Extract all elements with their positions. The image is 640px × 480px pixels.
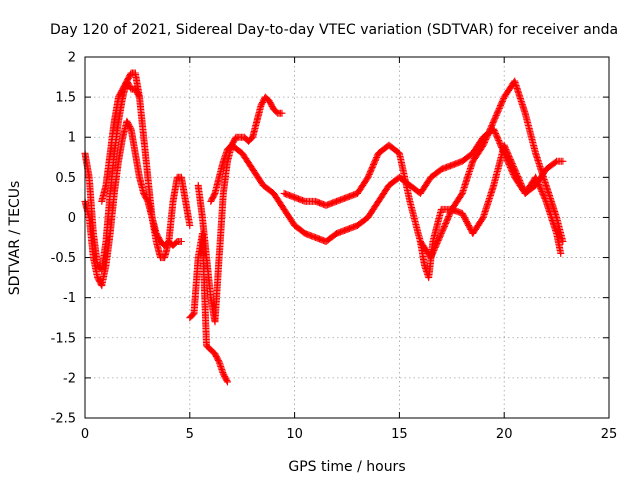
data-point bbox=[278, 109, 286, 117]
data-point bbox=[224, 378, 231, 386]
data-point bbox=[491, 128, 499, 136]
data-point bbox=[370, 159, 378, 167]
y-axis-label: SDTVAR / TECUs bbox=[7, 181, 23, 296]
y-tick-label: -2 bbox=[63, 371, 76, 386]
data-point bbox=[557, 250, 565, 257]
data-point bbox=[498, 97, 506, 105]
x-tick-label: 15 bbox=[391, 427, 408, 442]
data-point bbox=[540, 192, 548, 200]
data-point bbox=[536, 183, 544, 191]
data-point bbox=[223, 377, 231, 385]
data-point bbox=[215, 358, 223, 366]
data-point bbox=[492, 129, 500, 137]
data-point bbox=[439, 227, 447, 235]
x-tick-label: 20 bbox=[496, 427, 513, 442]
data-point bbox=[186, 222, 194, 229]
data-point bbox=[495, 106, 503, 114]
data-point bbox=[504, 150, 512, 158]
y-tick-label: -1 bbox=[63, 291, 76, 306]
data-point bbox=[495, 137, 503, 144]
x-tick-label: 5 bbox=[186, 427, 194, 442]
y-tick-label: 0.5 bbox=[55, 171, 76, 186]
data-point bbox=[487, 124, 495, 132]
data-point bbox=[177, 238, 185, 245]
data-point bbox=[486, 126, 494, 134]
data-point bbox=[435, 235, 443, 243]
data-point bbox=[490, 117, 498, 125]
y-tick-label: -2.5 bbox=[51, 412, 76, 427]
data-point bbox=[539, 190, 547, 198]
y-tick-label: -0.5 bbox=[51, 251, 76, 266]
data-point bbox=[482, 134, 490, 142]
y-tick-label: 2 bbox=[68, 51, 76, 66]
x-tick-label: 10 bbox=[286, 427, 303, 442]
data-point bbox=[494, 107, 502, 115]
data-point bbox=[512, 168, 520, 176]
y-tick-label: -1.5 bbox=[51, 331, 76, 346]
data-point bbox=[221, 151, 229, 159]
y-tick-label: 1 bbox=[68, 131, 76, 146]
data-point bbox=[500, 141, 508, 149]
data-point bbox=[136, 93, 143, 101]
data-point bbox=[532, 173, 540, 181]
data-point bbox=[515, 175, 523, 183]
ticks-layer: -2.5-2-1.5-1-0.500.511.520 5 10 15 20 25 bbox=[51, 51, 618, 443]
data-point bbox=[371, 158, 379, 166]
data-point bbox=[217, 364, 225, 372]
data-point bbox=[483, 133, 491, 141]
data-point bbox=[438, 228, 446, 236]
data-point bbox=[503, 148, 511, 156]
data-point bbox=[219, 157, 227, 165]
data-point bbox=[559, 157, 567, 165]
data-point bbox=[442, 220, 450, 228]
data-point bbox=[542, 196, 549, 204]
data-point bbox=[367, 166, 375, 174]
series-track-5 bbox=[194, 93, 286, 326]
data-point bbox=[442, 218, 450, 226]
x-tick-label: 0 bbox=[81, 427, 89, 442]
data-point bbox=[532, 175, 540, 183]
plot-area-frame bbox=[84, 56, 610, 419]
data-point bbox=[495, 138, 503, 146]
data-points-layer bbox=[81, 69, 567, 386]
series-track-8 bbox=[416, 141, 565, 282]
data-point bbox=[516, 177, 524, 185]
data-point bbox=[135, 92, 143, 100]
chart-title: Day 120 of 2021, Sidereal Day-to-day VTE… bbox=[50, 22, 618, 38]
data-point bbox=[498, 99, 506, 107]
data-point bbox=[366, 168, 374, 176]
x-axis-label: GPS time / hours bbox=[288, 459, 405, 475]
data-point bbox=[508, 160, 516, 168]
series-track-3 bbox=[98, 77, 143, 205]
y-tick-label: 0 bbox=[68, 211, 76, 226]
data-point bbox=[535, 182, 543, 190]
data-point bbox=[508, 158, 516, 166]
y-tick-label: 1.5 bbox=[55, 91, 76, 106]
data-point bbox=[490, 116, 498, 124]
grid-layer bbox=[85, 57, 609, 418]
data-point bbox=[434, 237, 442, 245]
series-track-7 bbox=[280, 77, 567, 262]
data-point bbox=[511, 167, 519, 175]
series-track-2 bbox=[81, 117, 185, 290]
x-tick-label: 25 bbox=[601, 427, 618, 442]
